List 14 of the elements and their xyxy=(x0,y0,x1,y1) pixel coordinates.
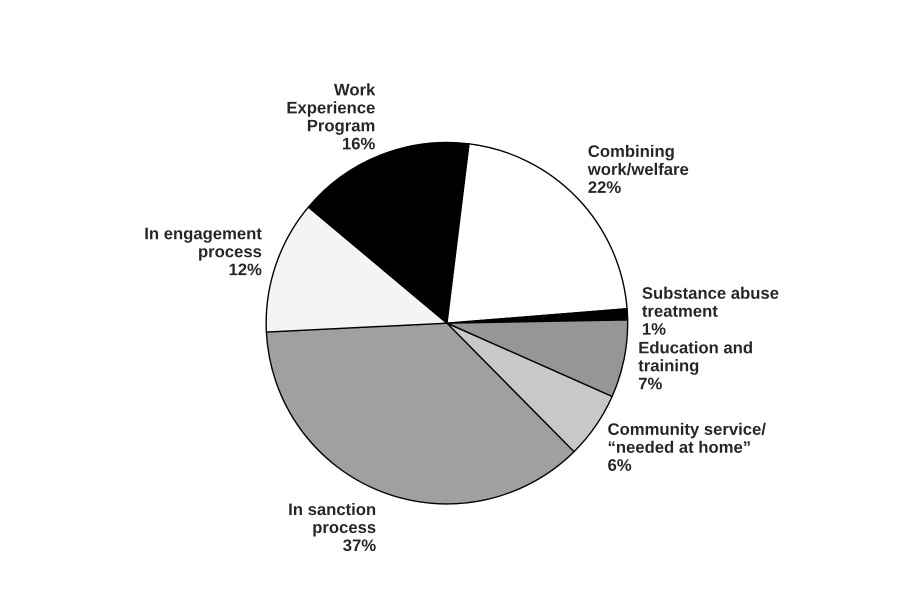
slice-label: Combining work/welfare xyxy=(588,144,688,176)
slice-label: Education and training xyxy=(638,341,752,375)
data-label: 12% xyxy=(230,264,262,276)
slice-label: Substance abuse treatment xyxy=(642,286,778,317)
data-label: 22% xyxy=(588,181,621,194)
slice-label: In sanction process xyxy=(289,502,376,536)
data-label: 16% xyxy=(343,138,375,150)
data-label: 7% xyxy=(638,378,662,390)
slice-label: Work Experience Program xyxy=(288,83,376,135)
data-label: 6% xyxy=(608,459,632,471)
slice-label: Community service/ “needed at home” xyxy=(608,422,766,453)
data-label: 1% xyxy=(642,323,666,335)
slice-label: In engagement process xyxy=(145,228,262,261)
data-label: 37% xyxy=(343,539,376,552)
